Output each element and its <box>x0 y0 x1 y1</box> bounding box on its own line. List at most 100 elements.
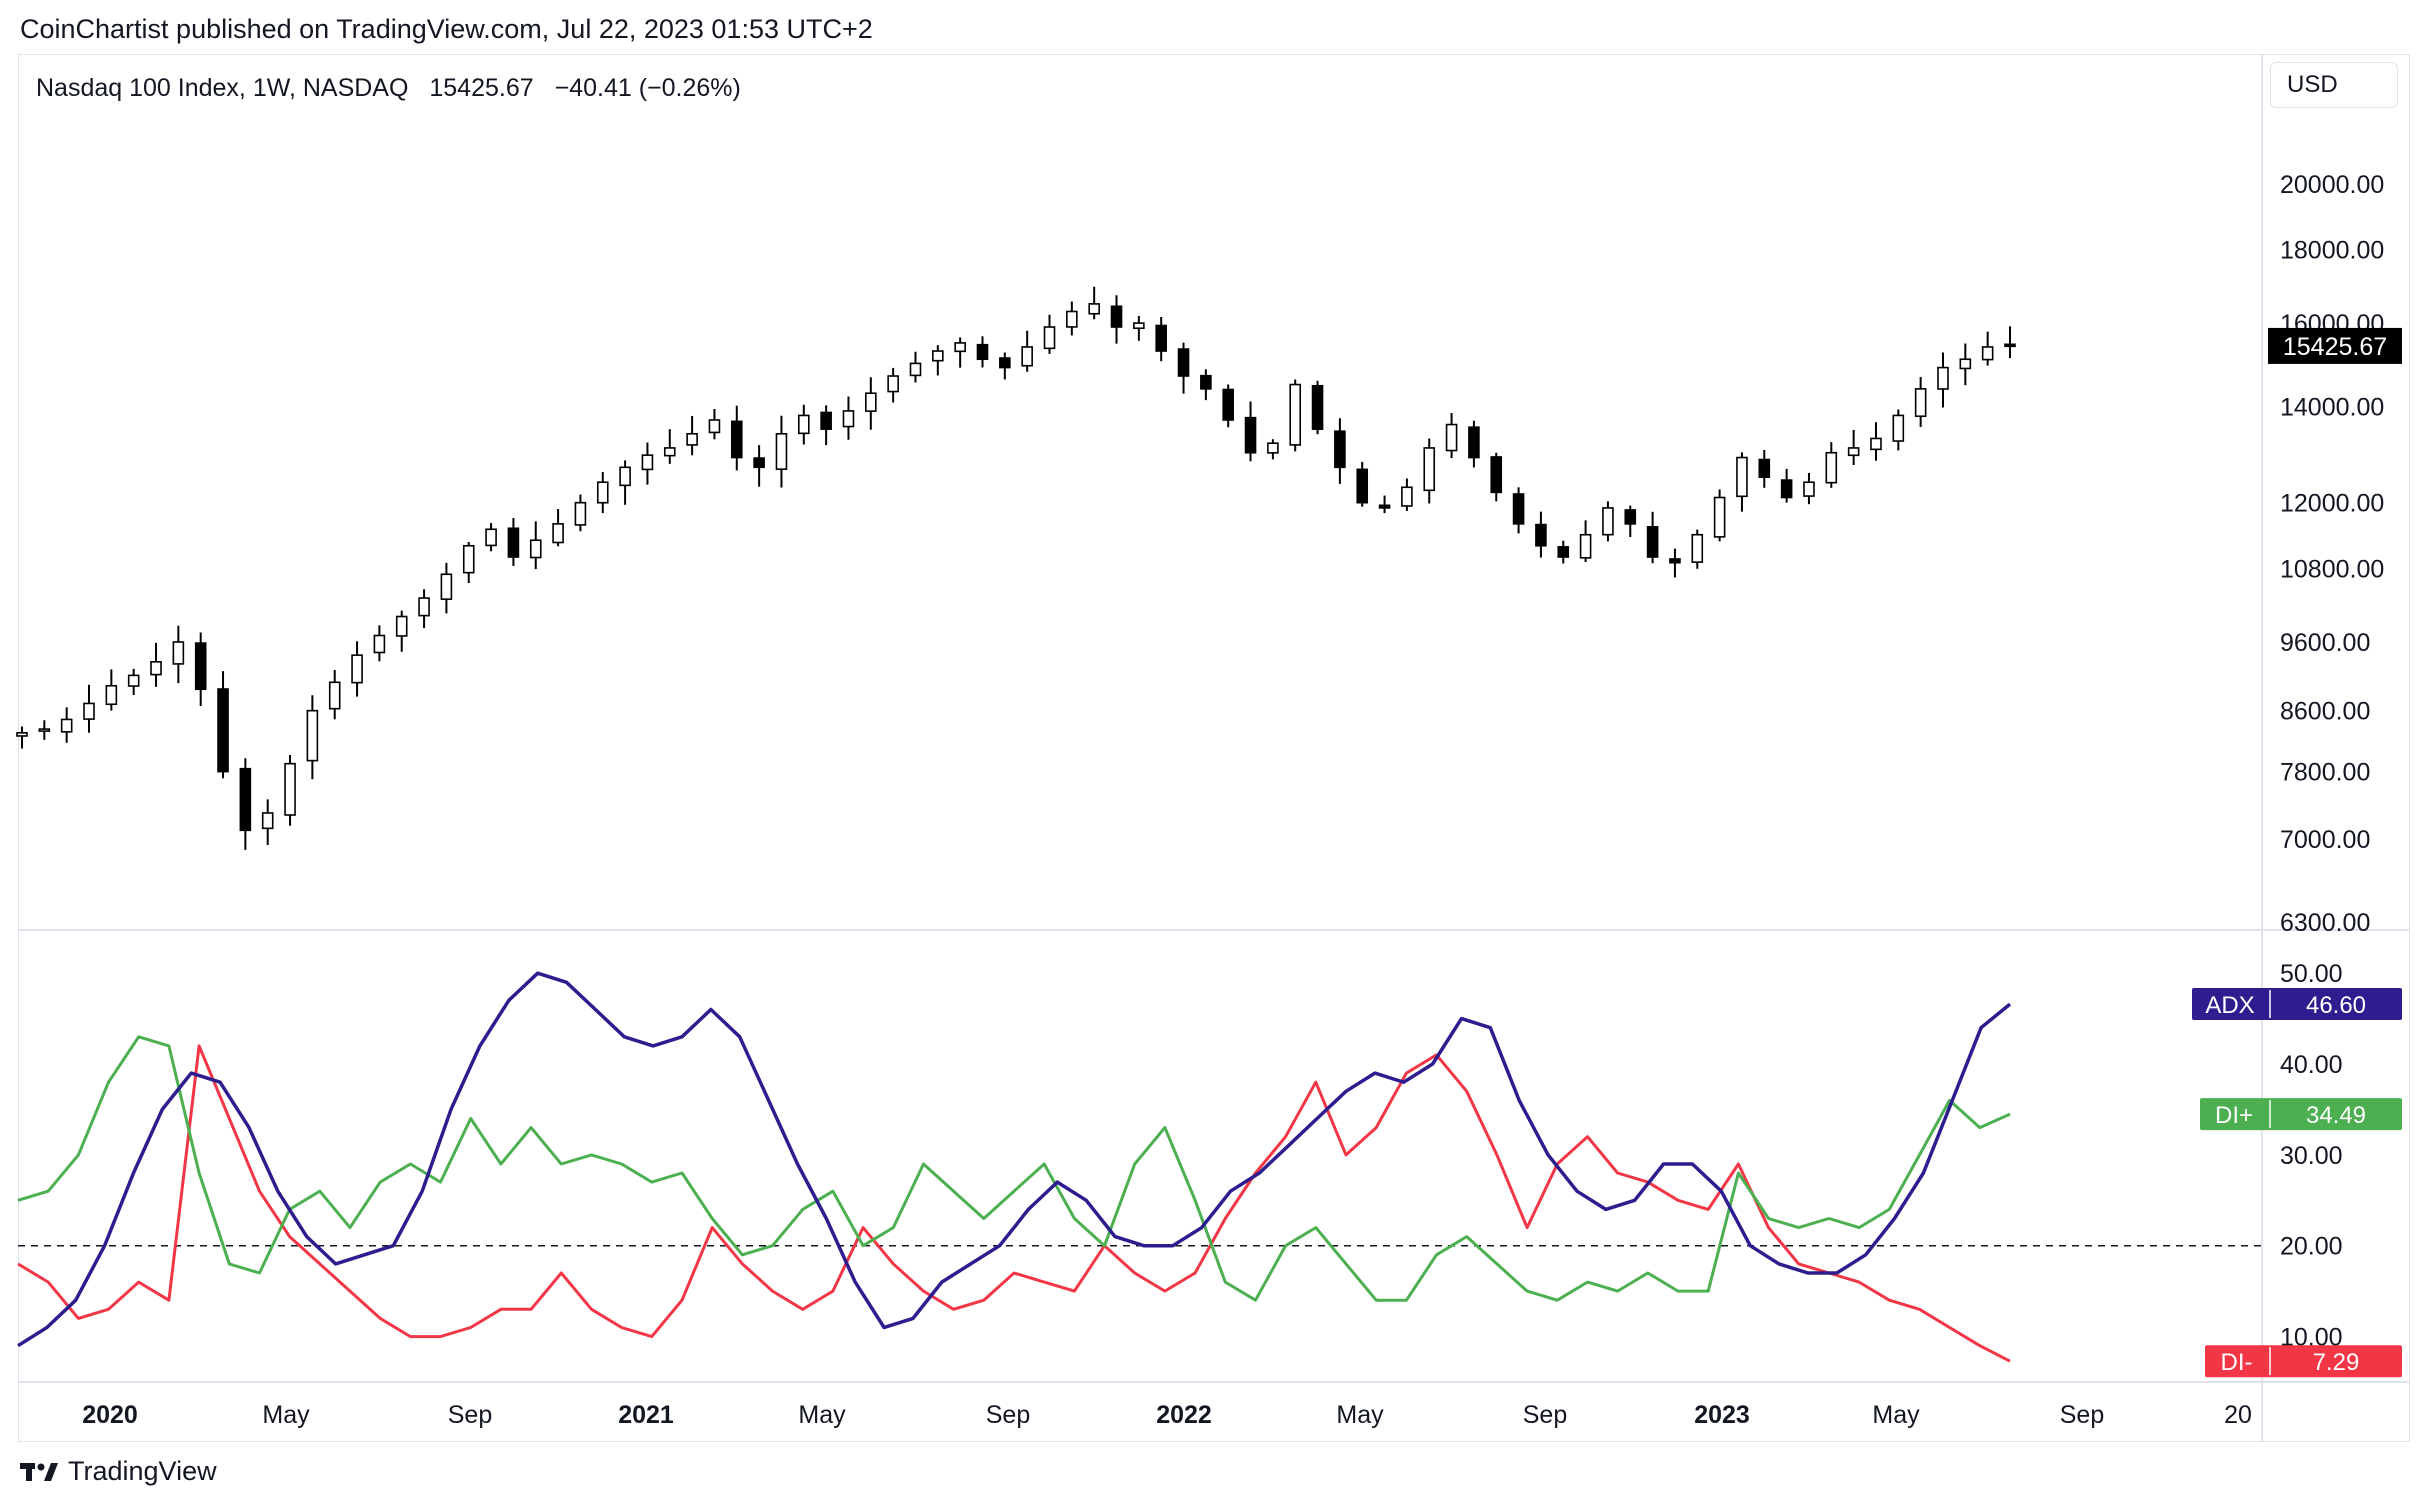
candle-body <box>842 410 855 428</box>
candle-body <box>1937 366 1949 390</box>
candle-body <box>1602 507 1614 536</box>
candle-body <box>172 641 185 665</box>
candle <box>1937 352 1949 408</box>
candle <box>730 405 743 471</box>
candle <box>663 429 676 464</box>
candle-body <box>1758 458 1771 479</box>
candle-body <box>239 767 252 832</box>
candle-body <box>16 732 28 737</box>
price-tick-label: 20000.00 <box>2280 171 2384 199</box>
candle-body <box>1401 486 1413 507</box>
candle-body <box>60 718 73 733</box>
candle-body <box>1043 326 1056 350</box>
candle <box>887 367 899 403</box>
candle-body <box>954 342 966 353</box>
candle <box>641 442 654 485</box>
price-axis: 20000.0018000.0016000.0014000.0012000.00… <box>2280 171 2384 1352</box>
candle-body <box>1110 305 1123 328</box>
candle <box>1579 520 1592 563</box>
candlestick-series <box>16 286 2016 850</box>
candle-body <box>730 420 743 459</box>
candle <box>127 668 140 696</box>
candle-body <box>395 615 408 637</box>
candle-body <box>217 688 229 773</box>
candle <box>440 562 453 614</box>
time-tick-label: Sep <box>2060 1401 2104 1429</box>
candle-body <box>865 392 877 412</box>
candle <box>1557 540 1570 564</box>
candle-body <box>38 728 51 732</box>
candle-body <box>775 433 788 470</box>
candle-body <box>1646 526 1659 558</box>
candle-body <box>1557 546 1570 558</box>
candle-body <box>507 527 520 558</box>
candle-body <box>105 684 118 706</box>
series-badge-name: DI+ <box>2215 1102 2253 1129</box>
candle <box>1021 330 1033 372</box>
candle-body <box>686 433 698 446</box>
candle <box>1803 472 1815 505</box>
time-tick-label: 2021 <box>618 1401 674 1429</box>
tradingview-brand[interactable]: TradingView <box>20 1456 217 1487</box>
candle-body <box>1133 322 1145 330</box>
candle-body <box>1356 468 1369 504</box>
candle <box>865 377 877 430</box>
candle-body <box>574 501 587 526</box>
series-badge-ADX <box>2192 988 2402 1021</box>
series-line-diplus <box>17 1035 2011 1302</box>
candle-body <box>440 573 453 600</box>
candle <box>2004 326 2016 359</box>
candle <box>395 610 408 652</box>
candle-body <box>932 350 944 362</box>
candle <box>1914 376 1927 427</box>
candle <box>1066 301 1078 336</box>
symbol-name[interactable]: Nasdaq 100 Index, 1W, NASDAQ <box>36 74 409 102</box>
candle-body <box>1624 509 1637 525</box>
series-badge-value: 7.29 <box>2313 1349 2360 1376</box>
candle-body <box>1445 423 1458 452</box>
candle <box>1691 529 1704 569</box>
candle <box>1736 452 1748 512</box>
candle-body <box>1914 388 1927 418</box>
candle-body <box>373 634 386 654</box>
candle-body <box>663 447 676 457</box>
price-tick-label: 12000.00 <box>2280 490 2384 518</box>
candle <box>485 523 497 552</box>
candle <box>619 460 631 505</box>
last-price-badge <box>2268 327 2402 364</box>
candle <box>1602 501 1614 542</box>
candle <box>1177 342 1190 394</box>
candle-body <box>1200 374 1212 390</box>
price-tick-label: 10800.00 <box>2280 555 2384 583</box>
candle-body <box>1244 416 1257 454</box>
candle <box>60 707 73 743</box>
candle <box>596 472 609 514</box>
price-tick-label: 9600.00 <box>2280 629 2370 657</box>
candle-body <box>2004 343 2016 348</box>
candle <box>261 799 274 846</box>
time-tick-label: 2020 <box>82 1401 138 1429</box>
candle-body <box>1378 504 1391 509</box>
candle-body <box>150 661 162 676</box>
candle-body <box>1066 310 1078 328</box>
candle-body <box>1780 479 1793 499</box>
candle-body <box>753 457 765 469</box>
time-tick-label: Sep <box>1523 1401 1567 1429</box>
candle-body <box>351 654 363 684</box>
candle <box>1959 343 1972 386</box>
candle <box>1334 418 1346 484</box>
price-change-value: −40.41 (−0.26%) <box>554 74 741 102</box>
currency-button[interactable]: USD <box>2270 62 2398 108</box>
candle <box>83 684 95 733</box>
candle <box>1669 548 1681 578</box>
candle <box>172 625 185 684</box>
candle <box>1847 429 1860 465</box>
price-tick-label: 7800.00 <box>2280 759 2370 787</box>
candle <box>932 345 944 376</box>
candle-body <box>1579 533 1592 559</box>
candle-body <box>1713 496 1726 538</box>
candle <box>1825 442 1838 488</box>
series-badge-name: ADX <box>2205 992 2254 1019</box>
candle <box>1624 505 1637 538</box>
